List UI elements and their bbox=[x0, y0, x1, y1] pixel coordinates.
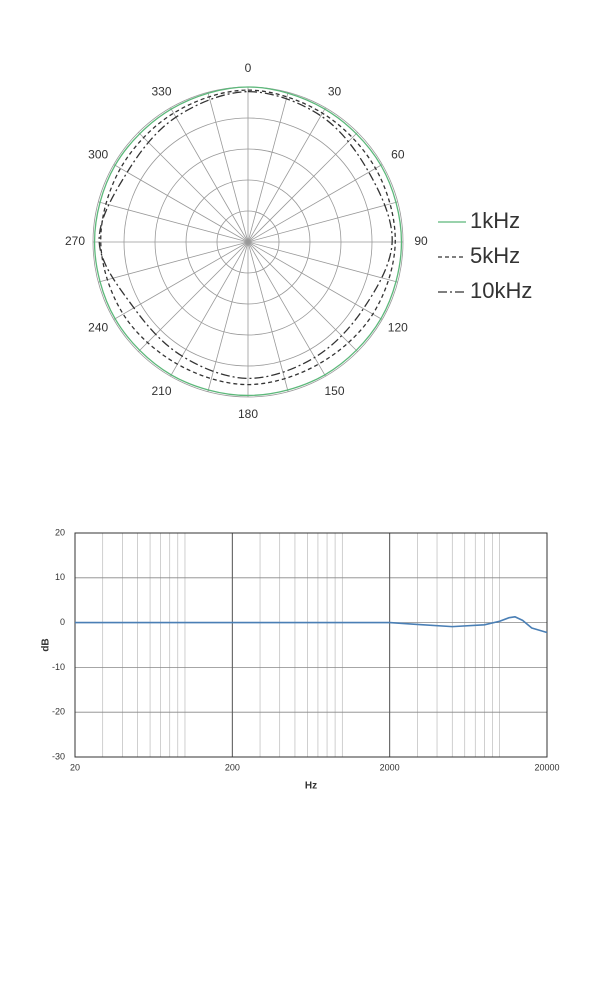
spoke bbox=[170, 107, 249, 243]
ring bbox=[154, 148, 342, 336]
x-tick-label: 20 bbox=[70, 762, 80, 772]
spoke bbox=[247, 241, 398, 283]
ring bbox=[216, 210, 280, 274]
spoke bbox=[247, 201, 398, 243]
legend-label: 1kHz bbox=[470, 208, 520, 233]
spoke bbox=[207, 241, 249, 392]
spoke bbox=[113, 164, 249, 243]
angle-label: 210 bbox=[151, 384, 171, 398]
spoke bbox=[247, 241, 383, 320]
polar-line bbox=[93, 86, 403, 397]
spoke bbox=[113, 241, 249, 320]
spoke bbox=[247, 164, 383, 243]
angle-label: 300 bbox=[88, 148, 108, 162]
x-tick-label: 20000 bbox=[534, 762, 559, 772]
angle-label: 270 bbox=[65, 234, 85, 248]
polar-line bbox=[100, 89, 396, 386]
angle-label: 240 bbox=[88, 321, 108, 335]
legend-label: 10kHz bbox=[470, 278, 532, 303]
plot-frame bbox=[74, 532, 548, 758]
spoke bbox=[247, 132, 358, 243]
angle-label: 330 bbox=[151, 84, 171, 98]
y-tick-label: -20 bbox=[52, 707, 65, 717]
spoke bbox=[207, 92, 249, 243]
spoke bbox=[247, 92, 289, 243]
ring bbox=[185, 179, 311, 305]
spoke bbox=[247, 241, 326, 377]
y-tick-label: 0 bbox=[60, 617, 65, 627]
polar-line bbox=[98, 90, 393, 380]
y-tick-label: 20 bbox=[55, 527, 65, 537]
angle-label: 180 bbox=[238, 407, 258, 421]
spoke bbox=[247, 107, 326, 243]
x-tick-label: 2000 bbox=[380, 762, 400, 772]
x-axis-label: Hz bbox=[305, 781, 317, 792]
spoke bbox=[138, 241, 249, 352]
angle-label: 30 bbox=[328, 84, 342, 98]
y-tick-label: 10 bbox=[55, 572, 65, 582]
angle-label: 0 bbox=[245, 61, 252, 75]
angle-label: 90 bbox=[414, 234, 428, 248]
angle-label: 60 bbox=[391, 148, 405, 162]
spoke bbox=[138, 132, 249, 243]
line bbox=[75, 615, 548, 634]
angle-label: 120 bbox=[388, 321, 408, 335]
legend-label: 5kHz bbox=[470, 243, 520, 268]
spoke bbox=[98, 201, 249, 243]
spoke bbox=[247, 241, 358, 352]
spoke bbox=[247, 241, 289, 392]
y-tick-label: -30 bbox=[52, 751, 65, 761]
y-axis-label: dB bbox=[41, 638, 52, 651]
spoke bbox=[170, 241, 249, 377]
spoke bbox=[98, 241, 249, 283]
x-tick-label: 200 bbox=[225, 762, 240, 772]
ring bbox=[123, 117, 373, 367]
y-tick-label: -10 bbox=[52, 662, 65, 672]
angle-label: 150 bbox=[324, 384, 344, 398]
